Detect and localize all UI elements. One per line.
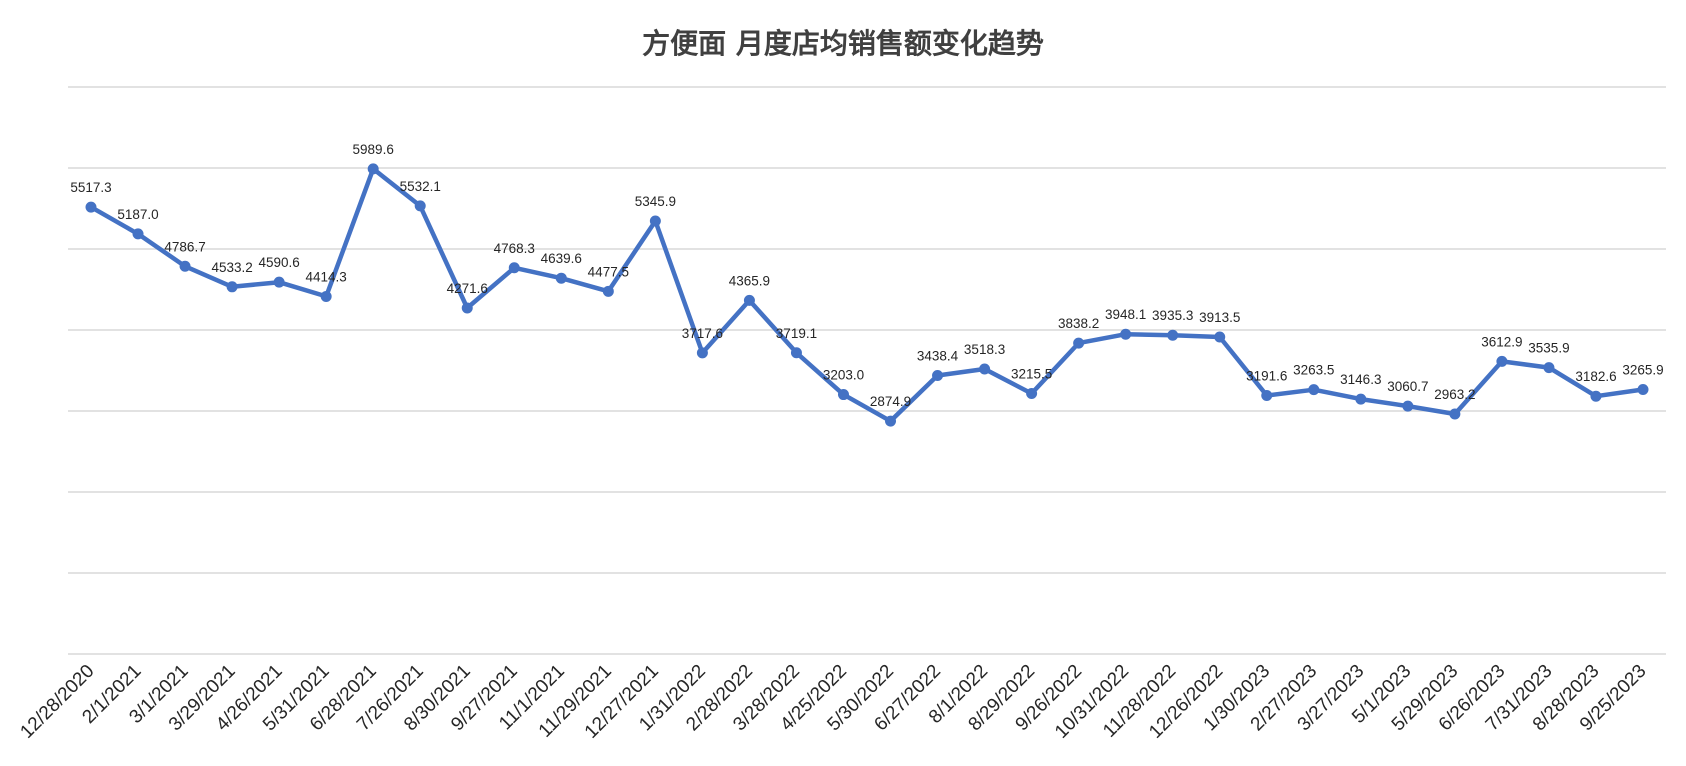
data-point	[179, 260, 191, 272]
data-point	[649, 215, 661, 227]
data-point	[1543, 362, 1555, 374]
data-point	[508, 262, 520, 274]
data-label: 3612.9	[1481, 334, 1522, 349]
data-point	[132, 228, 144, 240]
data-point	[1073, 337, 1085, 349]
data-point	[1449, 408, 1461, 420]
data-label: 3203.0	[823, 368, 864, 383]
data-label: 3935.3	[1152, 308, 1193, 323]
data-label: 3215.5	[1011, 367, 1052, 382]
data-point	[1402, 400, 1414, 412]
data-label: 3060.7	[1387, 379, 1428, 394]
chart-title: 方便面 月度店均销售额变化趋势	[642, 27, 1044, 60]
data-label: 5517.3	[70, 180, 111, 195]
data-label: 2963.2	[1434, 387, 1475, 402]
data-point	[461, 302, 473, 314]
data-label: 5989.6	[353, 142, 394, 157]
data-labels: 5517.3 5187.0 4786.7 4533.2 4590.6 4414.3 5989…	[70, 142, 1663, 409]
data-points	[85, 163, 1649, 427]
data-point	[743, 294, 755, 306]
data-point	[320, 290, 332, 302]
data-point	[273, 276, 285, 288]
data-label: 4365.9	[729, 273, 770, 288]
data-label: 4477.5	[588, 264, 629, 279]
data-label: 3518.3	[964, 342, 1005, 357]
data-label: 3948.1	[1105, 307, 1146, 322]
data-point	[837, 389, 849, 401]
data-point	[1590, 390, 1602, 402]
data-label: 5532.1	[400, 179, 441, 194]
data-label: 4768.3	[494, 241, 535, 256]
data-point	[602, 285, 614, 297]
data-point	[1120, 328, 1132, 340]
data-point	[226, 281, 238, 293]
data-label: 3263.5	[1293, 363, 1334, 378]
data-label: 3719.1	[776, 326, 817, 341]
data-point	[1496, 355, 1508, 367]
data-label: 5345.9	[635, 194, 676, 209]
data-point	[1167, 329, 1179, 341]
data-label: 3838.2	[1058, 316, 1099, 331]
data-label: 3146.3	[1340, 372, 1381, 387]
data-point	[1637, 383, 1649, 395]
data-point	[1261, 389, 1273, 401]
data-label: 4639.6	[541, 251, 582, 266]
data-point	[367, 163, 379, 175]
data-point	[885, 415, 897, 427]
data-point	[1214, 331, 1226, 343]
data-label: 3438.4	[917, 348, 959, 363]
data-label: 4533.2	[211, 260, 252, 275]
data-label: 4271.6	[447, 281, 488, 296]
series-line	[88, 166, 1646, 424]
data-label: 3182.6	[1575, 369, 1616, 384]
data-point	[696, 347, 708, 359]
data-label: 2874.9	[870, 394, 911, 409]
x-axis-tick-labels: 12/28/20202/1/20213/1/20213/29/20214/26/…	[16, 661, 1650, 743]
data-label: 3265.9	[1622, 362, 1663, 377]
data-label: 4414.3	[306, 269, 347, 284]
data-point	[790, 347, 802, 359]
series-line-layer	[88, 166, 1646, 424]
data-label: 3535.9	[1528, 341, 1569, 356]
data-point	[1308, 384, 1320, 396]
data-label: 4590.6	[258, 255, 299, 270]
x-tick-label: 12/28/2020	[16, 661, 98, 743]
data-label: 3191.6	[1246, 368, 1287, 383]
data-label: 4786.7	[164, 239, 205, 254]
data-point	[932, 369, 944, 381]
data-point	[414, 200, 426, 212]
gridlines	[68, 86, 1666, 655]
data-label: 3717.6	[682, 326, 723, 341]
data-point	[85, 201, 97, 213]
data-point	[979, 363, 991, 375]
data-point	[555, 272, 567, 284]
data-point	[1026, 388, 1038, 400]
data-label: 3913.5	[1199, 310, 1240, 325]
data-point	[1355, 393, 1367, 405]
data-label: 5187.0	[117, 207, 158, 222]
